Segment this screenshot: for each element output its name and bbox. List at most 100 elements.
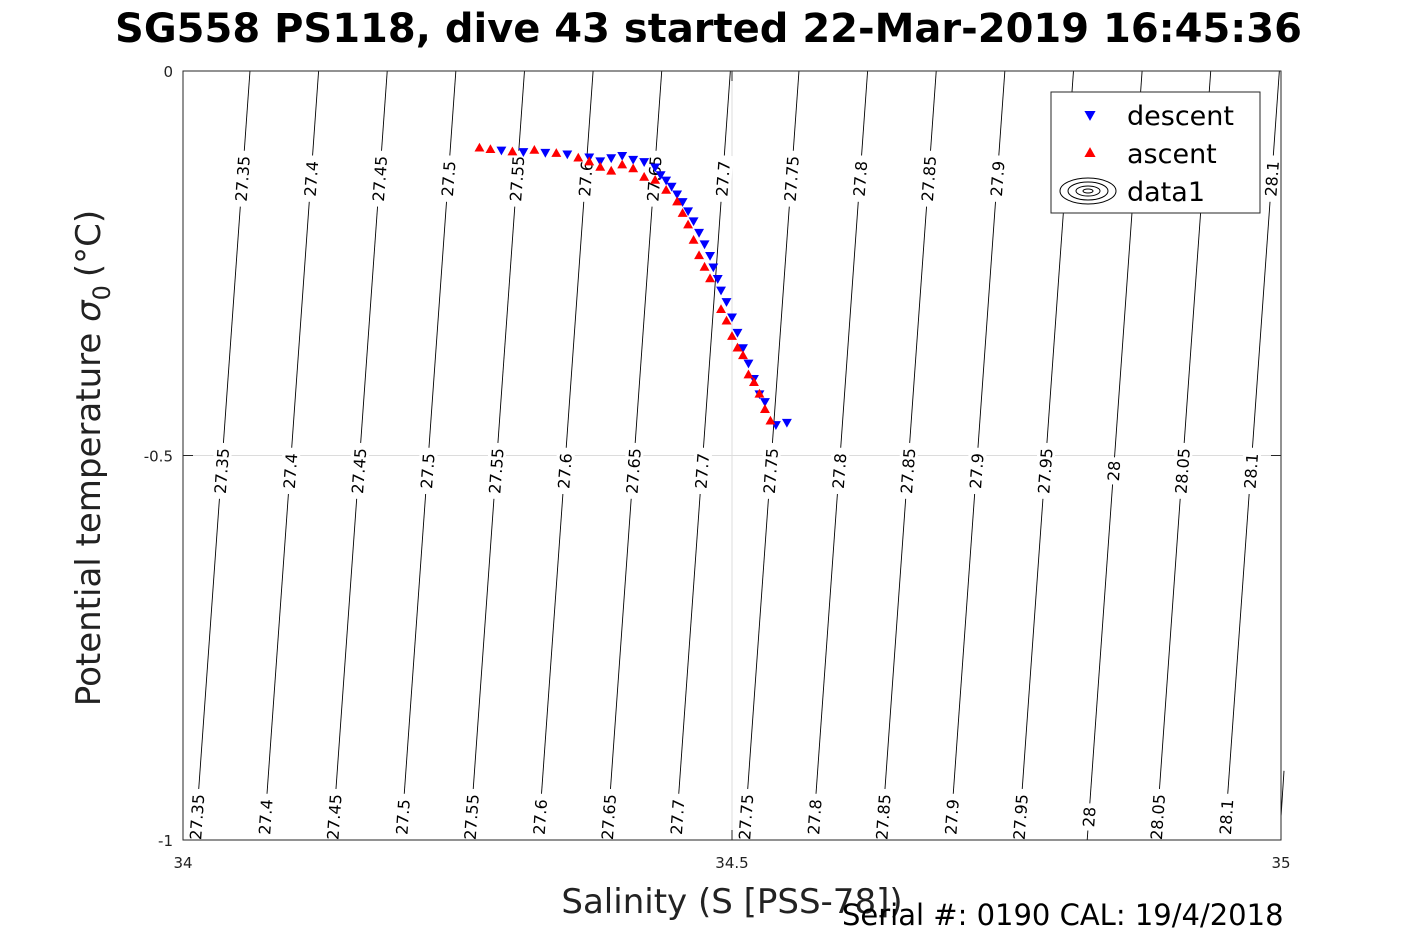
descent-point [743, 359, 754, 369]
isopycnal-label-text: 27.4 [301, 160, 322, 197]
isopycnal-label-text: 27.85 [872, 793, 894, 840]
descent-point [688, 217, 699, 227]
isopycnal-label-text: 27.5 [438, 160, 459, 197]
isopycnal-label: 27.85 [917, 150, 940, 208]
isopycnal-label-text: 27.6 [554, 452, 575, 489]
isopycnal-label-bg [1240, 447, 1262, 495]
isopycnal-label-text: 28.1 [1261, 160, 1282, 197]
isopycnal-label-text: 27.45 [348, 447, 370, 494]
ascent-point [595, 161, 606, 171]
descent-point [759, 398, 770, 407]
isopycnal-label-bg [231, 150, 254, 208]
isopycnal-label-bg [484, 442, 507, 500]
ascent-point [639, 171, 650, 181]
isopycnal-label-bg [300, 154, 322, 203]
descent-point [655, 171, 666, 181]
isopycnal-label-bg [416, 447, 438, 495]
isopycnal-label: 27.75 [734, 788, 757, 846]
isopycnal-label-text: 28 [1104, 460, 1124, 482]
legend-label-ascent: ascent [1127, 139, 1217, 170]
isopycnal-label: 27.6 [574, 154, 597, 203]
isopycnal-labels: 27.35 27.4 27.45 27.5 27.55 27.6 27.65 27.7 27.7… [185, 150, 1283, 846]
descent-point [628, 155, 639, 165]
isopycnal-label-bg [780, 150, 803, 208]
descent-point [606, 154, 617, 164]
isopycnal-label-bg [1103, 456, 1124, 486]
data-points [474, 142, 792, 430]
ascent-point [672, 196, 683, 206]
isopycnal-label-text: 27.8 [829, 452, 850, 489]
isopycnal-label-text: 27.85 [918, 155, 940, 202]
isopycnal-label-bg [759, 442, 782, 500]
isopycnal-label-text: 27.65 [623, 447, 645, 494]
y-tick-label: -0.5 [144, 448, 173, 466]
isopycnal-label: 27.35 [231, 150, 254, 208]
isopycnal-label-bg [505, 150, 528, 208]
ascent-point [732, 342, 743, 352]
isopycnal-label-text: 27.55 [506, 155, 528, 202]
ascent-point [705, 273, 715, 283]
descent-point [666, 182, 677, 192]
ascent-point [529, 145, 540, 154]
isopycnal-label-text: 27.5 [392, 799, 413, 836]
descent-point [738, 344, 748, 354]
ascent-point [617, 159, 628, 169]
isopycnal-label-text: 28.05 [1147, 793, 1169, 840]
isopycnal-label: 27.85 [896, 442, 919, 500]
chart-title: SG558 PS118, dive 43 started 22-Mar-2019… [115, 6, 1302, 52]
isopycnal-label: 27.45 [347, 442, 370, 500]
isopycnal-label-bg [1146, 788, 1169, 846]
isopycnal-label: 27.95 [1009, 788, 1032, 846]
isopycnal-label: 27.65 [597, 788, 620, 846]
isopycnal-label-text: 27.6 [575, 160, 596, 197]
y-axis-label-main: Potential temperature [69, 333, 109, 706]
isopycnal-label-bg [529, 793, 551, 841]
isopycnal-label: 27.8 [828, 447, 850, 495]
isopycnal-label-text: 27.9 [987, 160, 1008, 197]
isopycnal-label-bg [1171, 442, 1194, 500]
isopycnal-label-bg [553, 447, 576, 495]
isopycnal-label-bg [210, 442, 233, 500]
x-tick-label: 34 [173, 854, 192, 872]
isopycnal-label-text: 27.75 [760, 447, 782, 494]
descent-point [617, 151, 628, 161]
isopycnal-label-bg [712, 154, 734, 203]
isopycnal-label-bg [391, 793, 414, 841]
y-axis-label-symbol: σ [69, 299, 109, 322]
isopycnal-label-bg [803, 793, 825, 841]
isopycnal-label: 27.95 [1033, 442, 1057, 500]
isopycnal-label: 28 [1103, 456, 1124, 486]
x-axis-label: Salinity (S [PSS-78]) [561, 882, 902, 922]
isopycnal-label: 27.55 [484, 442, 508, 500]
legend-contour-icon [1059, 177, 1117, 205]
isopycnal-label-text: 27.65 [598, 793, 620, 840]
descent-point [781, 418, 792, 428]
isopycnal-label-text: 27.95 [1010, 793, 1032, 840]
isopycnal-label-text: 28.1 [1216, 799, 1237, 836]
isopycnal-label: 27.9 [986, 154, 1008, 203]
isopycnal-label-text: 27.7 [692, 452, 713, 489]
isopycnal-label: 27.65 [622, 442, 645, 500]
isopycnal-label-text: 27.7 [712, 160, 733, 197]
isopycnal-label: 27.4 [279, 447, 301, 495]
isopycnal-label-bg [1261, 154, 1283, 203]
descent-point [518, 148, 529, 157]
isopycnal-label: 27.9 [965, 447, 988, 495]
axis-ticks: 34 34.5 35 0 -0.5 -1 [144, 63, 1291, 872]
isopycnal-label-bg [597, 788, 620, 846]
isopycnal-label-text: 27.4 [255, 799, 276, 836]
isopycnal-label-bg [917, 150, 940, 208]
isopycnal-label: 27.7 [712, 154, 734, 203]
descent-point [661, 176, 672, 186]
descent-point [540, 148, 551, 158]
isopycnal-label: 27.4 [300, 154, 322, 203]
isopycnal-label-text: 27.75 [781, 155, 803, 202]
isopycnal-label-bg [872, 788, 894, 846]
isopycnal-label: 27.35 [210, 442, 233, 500]
descent-point [672, 190, 683, 200]
isopycnal-label-bg [185, 788, 208, 846]
ascent-point [507, 146, 518, 156]
isopycnal-label-bg [279, 447, 301, 495]
isopycnal-label: 27.75 [780, 150, 803, 208]
